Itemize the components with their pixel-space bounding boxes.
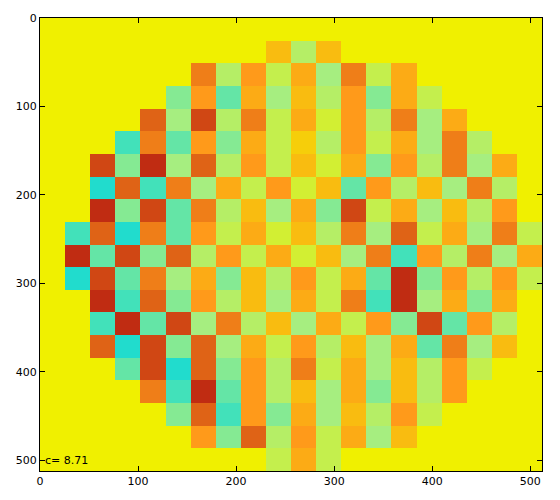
- svg-text:400: 400: [422, 475, 443, 488]
- svg-text:500: 500: [520, 475, 541, 488]
- svg-text:500: 500: [16, 454, 37, 467]
- svg-text:400: 400: [16, 366, 37, 379]
- svg-text:300: 300: [324, 475, 345, 488]
- svg-text:200: 200: [226, 475, 247, 488]
- svg-text:100: 100: [16, 100, 37, 113]
- svg-text:300: 300: [16, 277, 37, 290]
- svg-text:0: 0: [37, 475, 44, 488]
- svg-text:100: 100: [128, 475, 149, 488]
- svg-text:200: 200: [16, 189, 37, 202]
- svg-text:c= 8.71: c= 8.71: [45, 454, 88, 467]
- svg-text:0: 0: [30, 12, 37, 25]
